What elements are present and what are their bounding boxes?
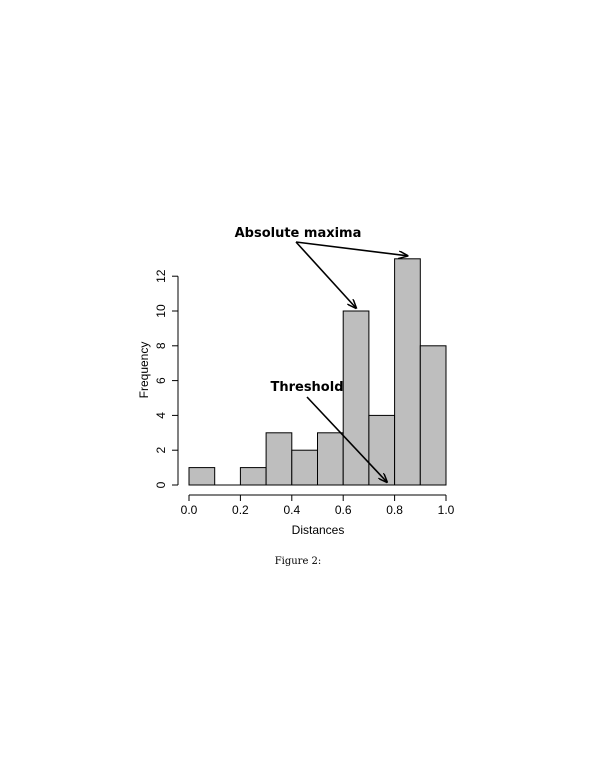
y-tick-label: 4 (154, 412, 168, 419)
histogram-bar (342, 310, 370, 486)
x-tick-label: 1.0 (438, 503, 455, 517)
annotation-label: Absolute maxima (235, 226, 362, 241)
histogram-bar (188, 467, 216, 486)
x-tick-label: 0.4 (283, 503, 300, 517)
bars-group (188, 258, 447, 486)
x-axis: 0.0 0.2 0.4 0.6 0.8 1.0 (181, 494, 455, 517)
y-tick-label: 12 (154, 269, 168, 283)
histogram-bar (317, 432, 344, 486)
y-tick-label: 2 (154, 447, 168, 454)
annotation-arrow (295, 241, 407, 256)
y-tick-label: 0 (154, 481, 168, 488)
histogram-bar (394, 258, 421, 486)
y-tick-label: 8 (154, 342, 168, 349)
annotation-arrow (295, 241, 356, 308)
histogram-bar (239, 467, 267, 486)
x-tick-label: 0.0 (181, 503, 198, 517)
y-tick-label: 10 (154, 304, 168, 318)
x-tick-label: 0.6 (335, 503, 352, 517)
figure-caption: Figure 2: (275, 556, 322, 567)
y-axis: 0 2 4 6 8 10 12 (154, 269, 179, 488)
y-tick-label: 6 (154, 377, 168, 384)
histogram-bar (265, 432, 293, 486)
annotations: Absolute maxima Threshold (235, 226, 408, 482)
x-axis-title: Distances (292, 523, 345, 537)
annotation-label: Threshold (270, 380, 343, 395)
annotation-arrow (306, 396, 387, 482)
histogram-bar (291, 449, 318, 486)
histogram-bar (368, 414, 396, 486)
x-tick-label: 0.8 (386, 503, 403, 517)
x-tick-label: 0.2 (232, 503, 249, 517)
y-axis-title: Frequency (137, 342, 151, 399)
histogram-bar (419, 345, 447, 486)
